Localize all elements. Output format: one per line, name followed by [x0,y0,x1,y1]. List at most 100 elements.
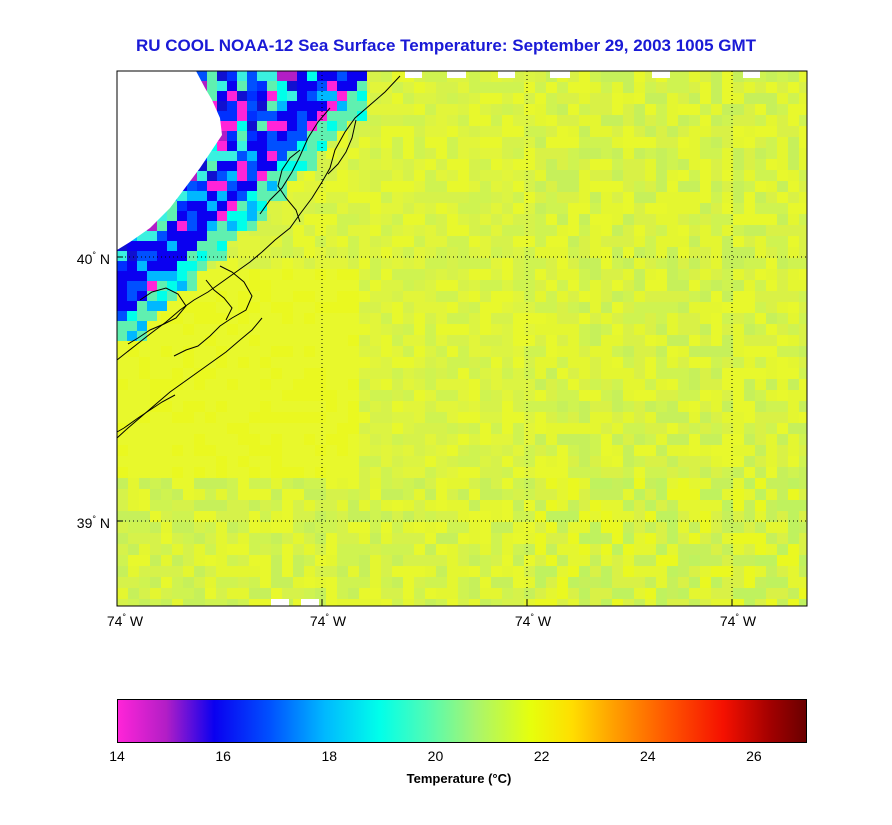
sst-cell [491,181,502,192]
sst-cell [722,412,733,423]
sst-cell [370,500,381,511]
sst-cell-cold [297,121,307,131]
sst-cell [766,181,777,192]
sst-cell [139,577,150,588]
sst-cell [194,489,205,500]
sst-cell [656,599,667,606]
sst-cell-cold [237,221,247,231]
sst-cell [568,126,579,137]
sst-cell [700,434,711,445]
sst-cell [315,555,326,566]
sst-cell-cold [307,151,317,161]
sst-cell [425,115,436,126]
sst-cell [502,588,513,599]
sst-cell [700,115,711,126]
sst-cell-cold [297,151,307,161]
sst-cell [337,467,348,478]
sst-cell [502,104,513,115]
lat-label-39: 39° N [76,514,110,531]
sst-cell-cold [207,71,217,81]
sst-cell [282,236,293,247]
sst-cell [337,500,348,511]
sst-cell [711,577,722,588]
sst-cell [590,423,601,434]
sst-cell [568,280,579,291]
sst-cell-cold [147,281,157,291]
sst-cell [799,324,807,335]
sst-cell [117,522,128,533]
sst-cell [612,401,623,412]
sst-cell [227,291,238,302]
sst-cell [117,577,128,588]
sst-cell [304,203,315,214]
sst-cell [590,71,601,82]
sst-cell [546,214,557,225]
sst-cell [370,280,381,291]
sst-cell [447,302,458,313]
sst-cell [381,335,392,346]
sst-cell [249,258,260,269]
sst-cell [348,423,359,434]
sst-cell [271,544,282,555]
sst-cell [645,214,656,225]
sst-cell [436,115,447,126]
sst-cell [546,533,557,544]
sst-cell [645,467,656,478]
sst-cell [788,511,799,522]
sst-cell [315,456,326,467]
sst-cell [117,533,128,544]
sst-cell [590,357,601,368]
sst-cell [458,148,469,159]
sst-cell [381,82,392,93]
no-data-gap [743,71,760,78]
sst-cell [370,104,381,115]
sst-cell [128,423,139,434]
sst-cell [337,159,348,170]
sst-cell [469,423,480,434]
sst-cell [788,258,799,269]
sst-cell [359,335,370,346]
sst-cell [535,225,546,236]
sst-cell [744,170,755,181]
sst-cell [414,335,425,346]
sst-cell [623,335,634,346]
sst-cell [700,313,711,324]
sst-cell [271,291,282,302]
sst-cell [744,346,755,357]
sst-cell [568,203,579,214]
sst-cell [524,368,535,379]
sst-cell [326,522,337,533]
sst-cell [546,368,557,379]
sst-cell [282,192,293,203]
sst-cell [469,434,480,445]
sst-cell [711,115,722,126]
sst-cell [480,489,491,500]
sst-cell [392,236,403,247]
sst-cell [447,577,458,588]
coastline [116,75,401,439]
sst-cell [227,555,238,566]
sst-cell [601,599,612,606]
sst-cell [425,126,436,137]
sst-cell [689,247,700,258]
sst-cell [436,159,447,170]
sst-cell [348,335,359,346]
sst-cell [117,412,128,423]
sst-cell [392,368,403,379]
sst-cell [293,280,304,291]
sst-cell [293,368,304,379]
sst-cell [766,522,777,533]
sst-cell [403,368,414,379]
sst-cell [535,71,546,82]
sst-cell [425,203,436,214]
sst-cell [590,511,601,522]
sst-cell-cold [217,181,227,191]
sst-cell [535,456,546,467]
sst-cell [337,588,348,599]
sst-cell [370,357,381,368]
sst-cell [733,577,744,588]
sst-cell [722,478,733,489]
sst-cell [293,181,304,192]
sst-cell [469,247,480,258]
sst-cell [733,313,744,324]
